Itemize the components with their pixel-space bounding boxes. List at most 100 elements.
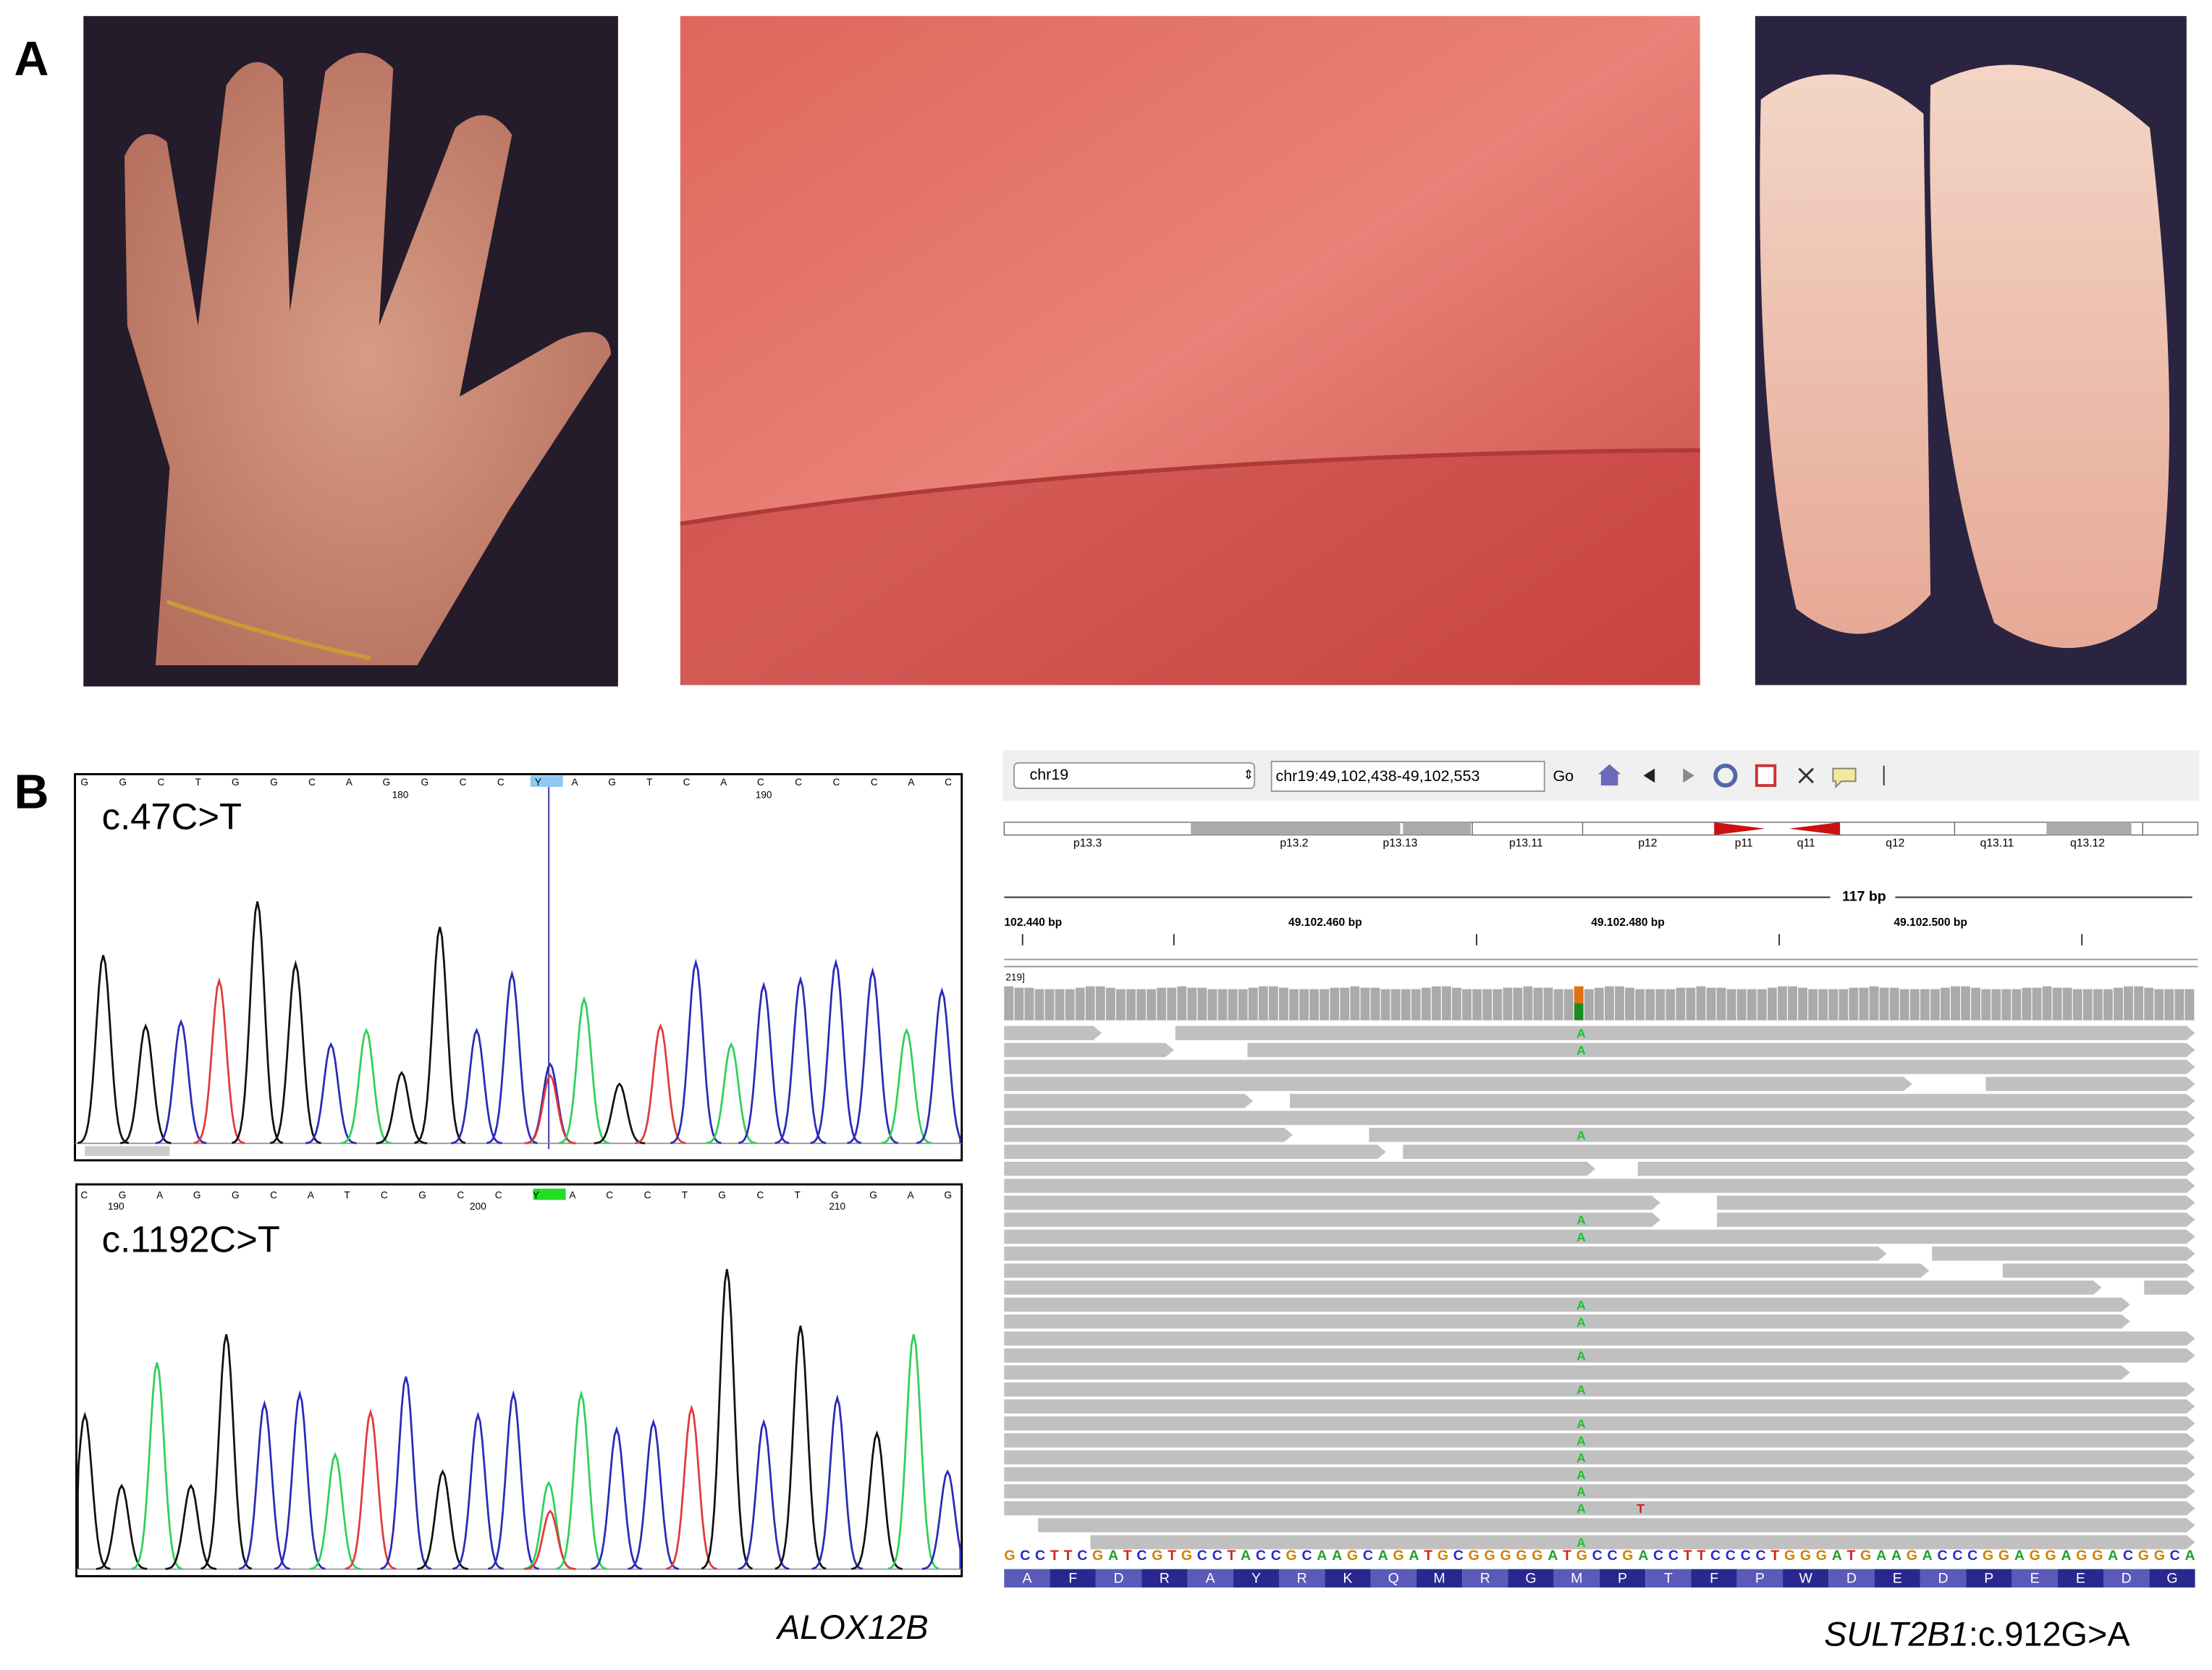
band-label: q12 — [1886, 837, 1904, 849]
coverage-bar — [2082, 989, 2093, 1021]
codon — [1645, 1569, 1692, 1588]
coverage-bar — [1849, 987, 1859, 1021]
trace-peak — [155, 1019, 207, 1144]
coverage-bar — [1197, 987, 1207, 1021]
coverage-bar — [1299, 989, 1309, 1021]
coverage-bar — [1635, 989, 1645, 1021]
read-base: A — [1576, 1230, 1586, 1244]
amino-acid: P — [1618, 1570, 1627, 1586]
band-label: p13.2 — [1280, 837, 1308, 849]
read-base: A — [1576, 1383, 1586, 1397]
chromosome-dropdown[interactable] — [1013, 762, 1256, 789]
ideogram-bar — [1003, 822, 2199, 836]
coverage-bar — [1431, 986, 1441, 1021]
read — [1004, 1433, 2195, 1448]
read — [1004, 1297, 2130, 1312]
read — [1175, 1026, 2195, 1040]
amino-acid: D — [2122, 1570, 2132, 1586]
coverage-bar — [1859, 987, 1869, 1021]
amino-acid: A — [1206, 1570, 1215, 1586]
read — [1090, 1535, 2195, 1550]
read — [1004, 1263, 1930, 1278]
read — [1038, 1518, 2195, 1532]
coverage-bar — [1115, 989, 1126, 1021]
coverage-bar — [1330, 987, 1340, 1021]
read — [1004, 1195, 1660, 1210]
variant-change: :c.912G>A — [1969, 1616, 2131, 1653]
trace-peak — [269, 960, 321, 1144]
trace-peak — [851, 1430, 903, 1570]
coverage-bar — [2134, 986, 2144, 1021]
band-label: p12 — [1638, 837, 1657, 849]
read — [1004, 1094, 1254, 1108]
read — [1004, 1042, 1174, 1058]
trace-peak — [77, 955, 130, 1144]
coverage-bar — [1278, 987, 1288, 1021]
read — [1004, 1229, 2195, 1244]
panel-label: A — [14, 33, 49, 86]
amino-acid: Q — [1388, 1570, 1399, 1586]
read-base: A — [1576, 1485, 1586, 1499]
coverage-bar — [1441, 986, 1451, 1021]
coverage-bar — [1126, 989, 1136, 1021]
read — [1004, 1450, 2195, 1465]
coverage-bar — [1604, 986, 1614, 1021]
codon — [1416, 1569, 1463, 1588]
coverage-bar — [1167, 987, 1177, 1021]
read-base: A — [1576, 1535, 1586, 1550]
photo-leg — [680, 16, 1700, 686]
position: 190 — [108, 1201, 124, 1212]
coverage-bar — [1655, 989, 1666, 1021]
amino-acid: K — [1343, 1570, 1352, 1586]
read — [1004, 1213, 1660, 1227]
read — [1403, 1144, 2195, 1159]
codon — [1141, 1569, 1188, 1588]
locus: chr19:49,102,438-49,102,553 — [1275, 767, 1479, 785]
photo-feet — [1755, 16, 2187, 686]
locus-box[interactable] — [1270, 760, 1545, 792]
coverage-bar — [1034, 989, 1044, 1021]
read-base: A — [1576, 1298, 1586, 1312]
band-label: p13.13 — [1383, 837, 1418, 849]
trace-peak — [487, 1390, 539, 1570]
read — [1004, 1416, 2195, 1431]
amino-acid: Y — [1251, 1570, 1261, 1586]
coverage-bar — [2103, 989, 2113, 1021]
coverage-bar — [1472, 989, 1482, 1021]
toolbar-icons[interactable] — [1597, 763, 1885, 789]
gene-label: ALOX12B — [775, 1608, 928, 1646]
trace-peak — [555, 1390, 607, 1570]
read — [1004, 1178, 2195, 1193]
coverage-bar — [1207, 989, 1217, 1021]
trace-peak — [414, 927, 466, 1144]
coverage-bar — [1533, 987, 1543, 1021]
go-button[interactable]: Go — [1553, 767, 1574, 785]
amino-acid: G — [1525, 1570, 1536, 1586]
chromatogram: G G C T G G C A G G C C Y A G T C A C C … — [74, 773, 963, 1162]
amino-acid: W — [1799, 1570, 1812, 1586]
read-base: A — [1576, 1213, 1586, 1228]
read — [1004, 1501, 2195, 1516]
coverage-bar — [1228, 989, 1238, 1021]
span: 117 bp — [1842, 889, 1886, 905]
codon — [1233, 1569, 1279, 1588]
coverage-bar — [1839, 989, 1849, 1021]
trace-peak — [486, 969, 538, 1144]
read — [1985, 1076, 2195, 1092]
coverage-bar — [1920, 989, 1930, 1021]
read — [1004, 1348, 2195, 1363]
coverage-bar — [2154, 989, 2164, 1021]
codon — [1553, 1569, 1600, 1588]
codon — [1370, 1569, 1417, 1588]
coverage-bar — [2124, 986, 2134, 1021]
ruler-label: 102.440 bp — [1004, 916, 1062, 929]
read — [1290, 1094, 2195, 1108]
amino-acid: M — [1433, 1570, 1445, 1586]
coverage-bar — [1157, 987, 1167, 1021]
centromere — [1714, 822, 1841, 835]
coverage-bar — [1248, 987, 1258, 1021]
amino-acid: E — [2030, 1570, 2040, 1586]
coverage-bar — [2001, 989, 2012, 1021]
read — [1717, 1213, 2195, 1227]
